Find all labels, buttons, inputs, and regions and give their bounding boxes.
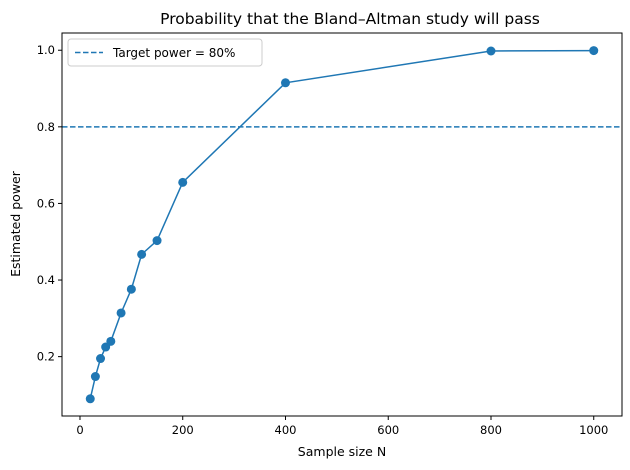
y-tick-label: 0.8 [37, 120, 55, 134]
y-tick-label: 0.2 [37, 350, 55, 364]
data-point-marker [90, 372, 100, 382]
data-point-marker [137, 249, 147, 259]
data-markers [85, 46, 599, 404]
x-tick-label: 400 [275, 423, 297, 437]
x-tick-label: 0 [76, 423, 83, 437]
x-tick-label: 1000 [579, 423, 608, 437]
data-point-marker [101, 342, 111, 352]
data-point-marker [178, 177, 188, 187]
data-point-marker [106, 336, 116, 346]
y-axis-label: Estimated power [8, 170, 23, 277]
plot-area [62, 33, 622, 416]
y-tick-label: 0.4 [37, 273, 55, 287]
x-axis-ticks: 0 200 400 600 800 1000 [76, 416, 608, 437]
y-axis-ticks: 0.2 0.4 0.6 0.8 1.0 [37, 43, 62, 364]
data-point-marker [85, 394, 95, 404]
x-tick-label: 200 [172, 423, 194, 437]
data-point-marker [96, 354, 106, 364]
y-tick-label: 1.0 [37, 43, 55, 57]
legend-label-target-power: Target power = 80% [112, 46, 235, 60]
data-point-marker [152, 236, 162, 246]
data-point-marker [486, 46, 496, 56]
legend-box [67, 38, 263, 67]
plot-frame [61, 32, 623, 417]
data-point-marker [280, 78, 290, 88]
data-point-marker [116, 308, 126, 318]
legend: Target power = 80% [67, 38, 263, 67]
data-point-marker [126, 284, 136, 294]
x-axis-label: Sample size N [298, 444, 386, 459]
chart-title: Probability that the Bland–Altman study … [160, 10, 540, 28]
x-tick-label: 600 [377, 423, 399, 437]
x-tick-label: 800 [480, 423, 502, 437]
y-tick-label: 0.6 [37, 196, 55, 210]
data-point-marker [589, 46, 599, 56]
